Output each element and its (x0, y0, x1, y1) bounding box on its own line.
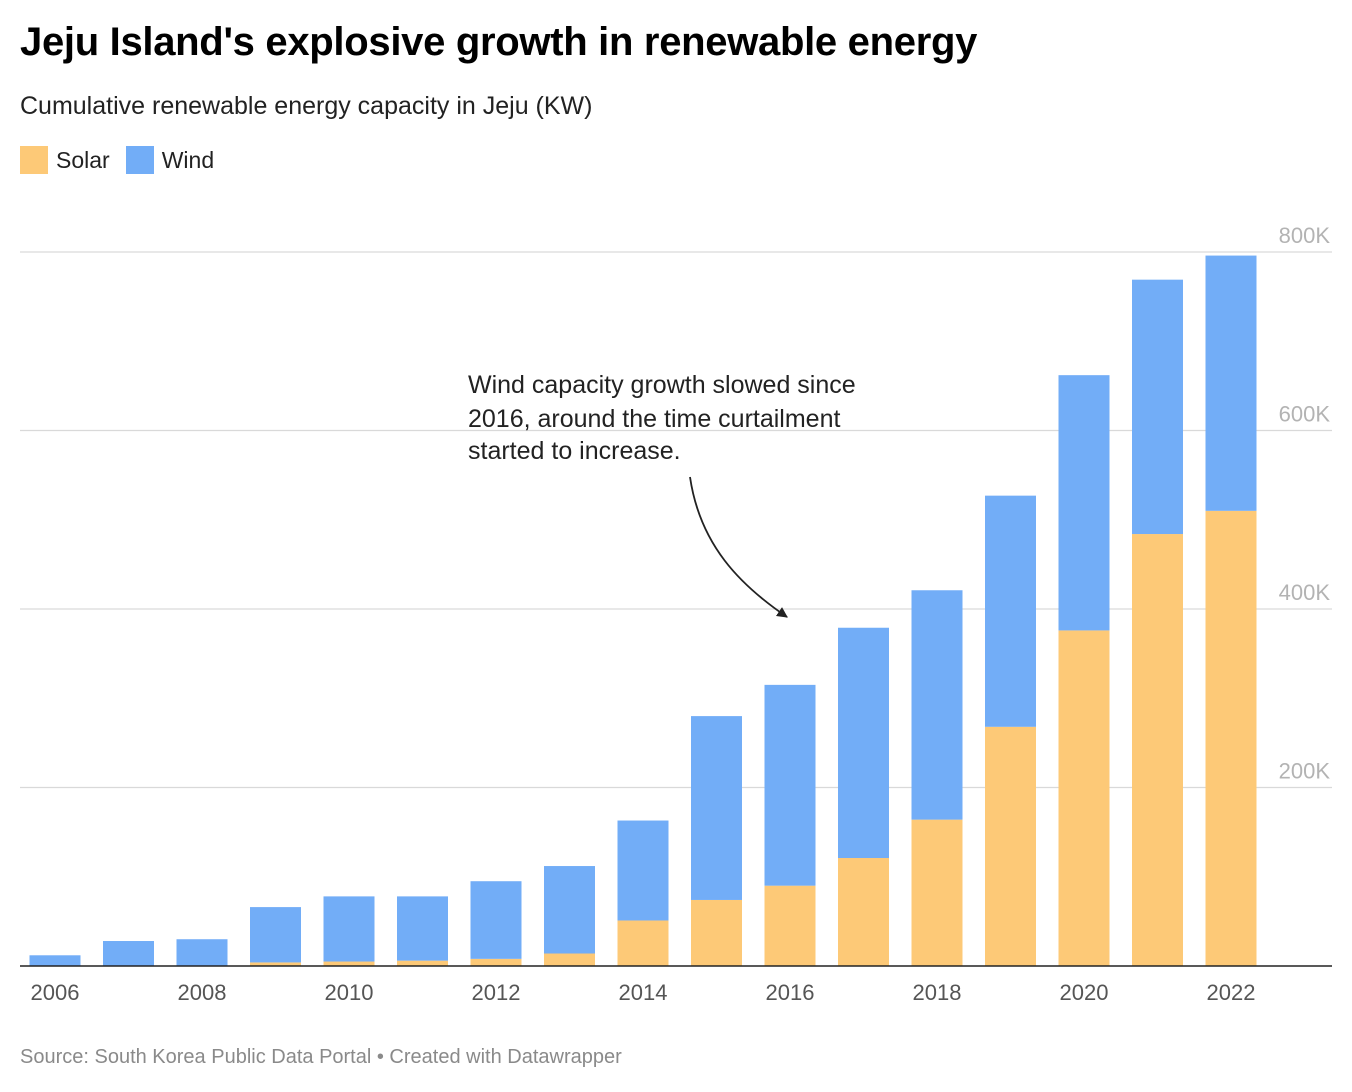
bar-wind-2016 (764, 684, 816, 886)
bar-wind-2017 (838, 627, 889, 859)
annotation-line-2: 2016, around the time curtailment (468, 405, 840, 433)
x-tick-label-2016: 2016 (766, 980, 815, 1005)
bar-solar-2013 (544, 953, 595, 966)
bar-solar-2009 (250, 962, 301, 966)
bar-solar-2018 (911, 819, 963, 966)
annotation-line-1: Wind capacity growth slowed since (468, 371, 856, 399)
bar-wind-2006 (29, 955, 81, 966)
x-tick-label-2022: 2022 (1207, 980, 1256, 1005)
bar-wind-2010 (323, 896, 375, 962)
y-tick-label-200K: 200K (1279, 759, 1331, 784)
x-tick-label-2006: 2006 (31, 980, 80, 1005)
bar-solar-2022 (1205, 510, 1257, 966)
bar-solar-2011 (397, 960, 448, 966)
bar-wind-2018 (911, 590, 963, 820)
bar-wind-2008 (176, 939, 228, 966)
bar-solar-2020 (1058, 630, 1110, 966)
bar-wind-2019 (985, 495, 1036, 727)
x-tick-label-2020: 2020 (1060, 980, 1109, 1005)
bar-wind-2011 (397, 896, 448, 961)
bar-wind-2013 (544, 866, 595, 954)
bar-wind-2007 (103, 941, 154, 966)
bar-wind-2012 (470, 881, 522, 959)
legend-item-wind: Wind (125, 146, 215, 174)
source-footer: Source: South Korea Public Data Portal •… (20, 1046, 622, 1068)
bar-wind-2014 (617, 820, 669, 921)
legend-label-wind: Wind (161, 146, 215, 173)
bar-solar-2012 (470, 958, 522, 966)
annotation-arrow (689, 476, 788, 618)
bar-solar-2016 (764, 885, 816, 966)
x-tick-label-2018: 2018 (913, 980, 962, 1005)
bar-wind-2009 (250, 907, 301, 963)
bar-solar-2014 (617, 920, 669, 966)
legend-item-solar: Solar (20, 146, 110, 174)
legend-swatch-solar (20, 146, 48, 174)
y-tick-label-600K: 600K (1279, 402, 1331, 427)
bar-wind-2020 (1058, 375, 1110, 631)
legend-label-solar: Solar (56, 146, 110, 173)
legend-swatch-wind (125, 146, 154, 174)
bars (29, 255, 1257, 966)
axes: 200K 400K 600K 800K 2006 2008 2010 2012 2014 2016… (20, 223, 1332, 1005)
bar-solar-2015 (691, 899, 742, 966)
chart-title: Jeju Island's explosive growth in renewa… (20, 20, 978, 64)
x-tick-label-2014: 2014 (619, 980, 668, 1005)
x-tick-label-2010: 2010 (325, 980, 374, 1005)
bar-solar-2017 (838, 858, 889, 966)
legend: Solar Wind (20, 146, 230, 174)
annotation: Wind capacity growth slowed since 2016, … (468, 371, 856, 618)
x-tick-label-2012: 2012 (472, 980, 521, 1005)
bar-wind-2022 (1205, 255, 1257, 511)
bar-wind-2015 (691, 716, 742, 900)
chart-subtitle: Cumulative renewable energy capacity in … (20, 92, 593, 120)
bar-solar-2010 (323, 961, 375, 966)
gridlines (20, 251, 1332, 789)
bar-wind-2021 (1132, 279, 1183, 535)
annotation-line-3: started to increase. (468, 437, 681, 465)
y-tick-label-800K: 800K (1279, 223, 1331, 248)
y-tick-label-400K: 400K (1279, 580, 1331, 605)
x-tick-label-2008: 2008 (178, 980, 227, 1005)
bar-solar-2021 (1132, 534, 1183, 966)
bar-solar-2019 (985, 726, 1036, 966)
